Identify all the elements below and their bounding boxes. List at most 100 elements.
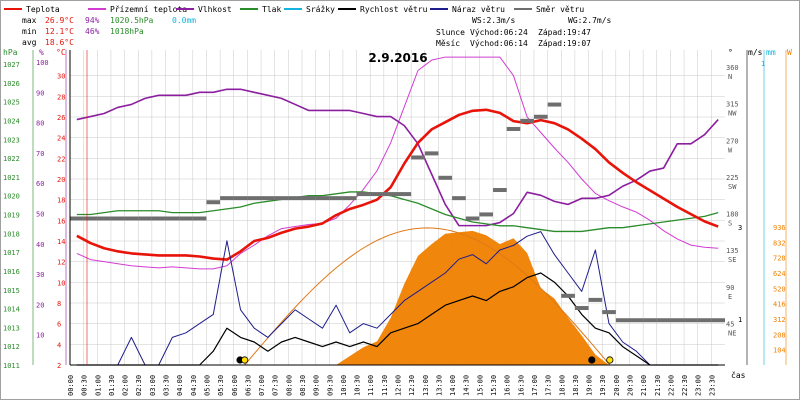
solar-tick-label: 624: [773, 270, 786, 278]
x-tick-label: 09:00: [313, 375, 321, 396]
stats-max-press: 1020.5hPa: [110, 16, 154, 25]
solar-area: [70, 230, 725, 365]
stats-max-hum: 94%: [85, 16, 100, 25]
dir-tick-label: 225: [726, 174, 739, 182]
temp-tick-label: 22: [57, 155, 65, 163]
dir-tick-label: 180: [726, 211, 739, 219]
x-tick-label: 18:30: [572, 375, 580, 396]
wind-direction-mark: [124, 216, 139, 221]
x-tick-label: 17:30: [545, 375, 553, 396]
x-tick-label: 01:00: [94, 375, 102, 396]
wind-direction-mark: [711, 318, 725, 323]
wind-direction-mark: [138, 216, 152, 221]
temp-tick-label: 12: [57, 259, 65, 267]
press-tick-label: 1018: [3, 230, 20, 238]
axis-unit-solar: W: [787, 48, 792, 57]
press-tick-label: 1014: [3, 306, 20, 314]
wind-direction-mark: [206, 200, 221, 205]
x-tick-label: 18:00: [558, 375, 566, 396]
x-tick-label: 00:00: [67, 375, 75, 396]
info-sun-set: Západ:19:47: [538, 28, 591, 37]
wind-direction-mark: [97, 216, 111, 221]
wind-direction-mark: [110, 216, 125, 221]
dir-tick-name: NW: [728, 110, 737, 118]
hum-tick-label: 60: [36, 180, 44, 188]
info-moon-set: Západ:19:07: [538, 39, 591, 48]
dir-tick-label: 135: [726, 247, 739, 255]
x-tick-label: 20:00: [613, 375, 621, 396]
x-tick-label: 15:30: [490, 375, 498, 396]
wind-direction-mark: [424, 151, 439, 156]
solar-tick-label: 208: [773, 331, 786, 339]
wind-direction-mark: [493, 188, 507, 193]
x-tick-label: 06:00: [231, 375, 239, 396]
axes-group: 00:00 00:30 01:00 01:30 02:00 02:30 03:00 03:30…: [3, 50, 787, 396]
x-tick-label: 20:30: [626, 375, 634, 396]
wind-direction-mark: [656, 318, 671, 323]
legend-label: Vlhkost: [198, 5, 232, 14]
legend-item: Směr větru: [514, 5, 584, 14]
wind-tick-label: 1: [738, 316, 742, 324]
x-tick-label: 13:00: [422, 375, 430, 396]
stats-min-temp: 12.1°C: [45, 27, 74, 36]
info-moon-label: Měsíc: [436, 39, 460, 48]
temp-tick-label: 18: [57, 197, 65, 205]
x-tick-label: 14:00: [449, 375, 457, 396]
legend-label: Teplota: [26, 5, 60, 14]
wind-direction-mark: [397, 192, 412, 197]
temp-tick-label: 8: [57, 300, 61, 308]
press-tick-label: 1016: [3, 268, 20, 276]
x-tick-label: 02:00: [122, 375, 130, 396]
x-tick-label: 07:00: [258, 375, 266, 396]
legend-item: Náraz větru: [430, 5, 505, 14]
solar-tick-label: 104: [773, 347, 786, 355]
wind-direction-mark: [411, 155, 425, 160]
x-tick-label: 02:30: [135, 375, 143, 396]
humidity-series-line: [76, 88, 719, 227]
wind-direction-mark: [533, 114, 548, 119]
moonset-marker: [588, 356, 596, 364]
legend-item: Rychlost větru: [338, 5, 428, 14]
legend-item: Srážky: [284, 5, 335, 14]
hum-tick-label: 50: [36, 211, 44, 219]
wind-direction-mark: [506, 126, 521, 131]
axis-unit-hum: %: [39, 48, 44, 57]
wind-direction-mark: [588, 297, 603, 302]
x-tick-label: 00:30: [81, 375, 89, 396]
wind-direction-mark: [383, 192, 398, 197]
wind-direction-mark: [288, 196, 302, 201]
legend-label: Náraz větru: [452, 5, 505, 14]
x-tick-label: 01:30: [108, 375, 116, 396]
legend-label: Směr větru: [536, 5, 584, 14]
wind-direction-mark: [520, 118, 534, 123]
rain-tick-label: 1: [761, 60, 765, 68]
x-axis-label: čas: [731, 370, 746, 380]
legend-item: Teplota: [4, 5, 60, 14]
press-tick-label: 1021: [3, 174, 20, 182]
x-tick-label: 16:30: [517, 375, 525, 396]
solar-tick-label: 520: [773, 285, 786, 293]
solar-tick-label: 832: [773, 239, 786, 247]
press-tick-label: 1023: [3, 136, 20, 144]
sunrise-marker: [241, 356, 249, 364]
gust-series-line: [76, 231, 719, 366]
hum-tick-label: 40: [36, 241, 44, 249]
x-tick-label: 05:30: [217, 375, 225, 396]
press-tick-label: 1013: [3, 324, 20, 332]
wind-tick-label: 3: [738, 224, 742, 232]
hum-tick-label: 20: [36, 301, 44, 309]
legend-label: Rychlost větru: [360, 5, 428, 14]
x-tick-label: 13:30: [435, 375, 443, 396]
press-tick-label: 1011: [3, 362, 20, 370]
x-tick-label: 14:30: [463, 375, 471, 396]
info-ws: WS:2.3m/s: [472, 16, 516, 25]
temp-tick-label: 2: [57, 362, 61, 370]
wind-direction-mark: [192, 216, 207, 221]
x-tick-label: 07:30: [272, 375, 280, 396]
legend-label: Tlak: [262, 5, 281, 14]
press-tick-label: 1027: [3, 61, 20, 69]
temp-tick-label: 20: [57, 176, 65, 184]
wind-direction-mark: [615, 318, 630, 323]
x-tick-label: 15:00: [476, 375, 484, 396]
press-tick-label: 1015: [3, 287, 20, 295]
